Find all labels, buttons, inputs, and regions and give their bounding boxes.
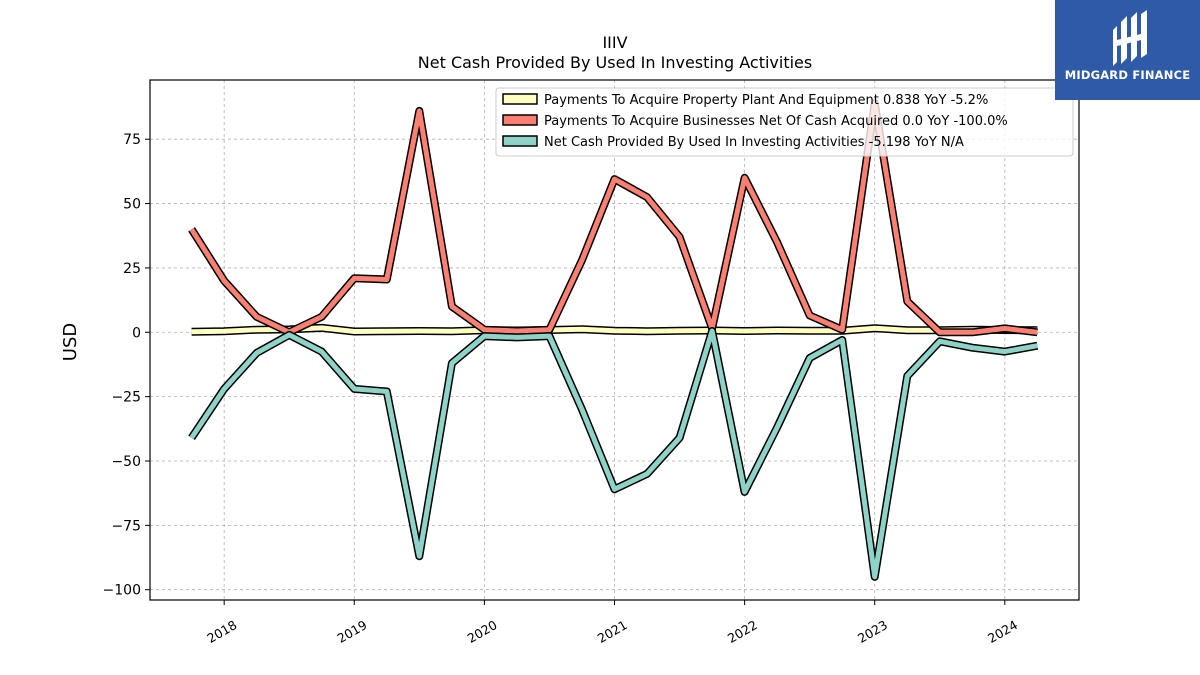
legend: Payments To Acquire Property Plant And E… bbox=[495, 87, 1074, 157]
legend-swatch-1 bbox=[502, 114, 538, 126]
y-tick-label: 0 bbox=[132, 325, 141, 341]
legend-label-0: Payments To Acquire Property Plant And E… bbox=[544, 93, 988, 108]
y-tick-label: −75 bbox=[111, 518, 141, 534]
brand-logo: MIDGARD FINANCE bbox=[1055, 0, 1200, 100]
legend-label-1: Payments To Acquire Businesses Net Of Ca… bbox=[544, 114, 1008, 129]
y-axis-label: USD bbox=[60, 323, 81, 361]
chart-title: IIIV bbox=[602, 33, 627, 52]
x-tick-label: 2022 bbox=[725, 617, 760, 646]
legend-label-2: Net Cash Provided By Used In Investing A… bbox=[544, 135, 964, 150]
series-line-2 bbox=[189, 328, 1038, 580]
x-tick-label: 2018 bbox=[204, 617, 239, 646]
y-tick-label: 50 bbox=[123, 197, 141, 213]
legend-swatch-0 bbox=[502, 93, 538, 105]
x-tick-label: 2019 bbox=[335, 617, 370, 646]
series-lines bbox=[188, 99, 1039, 581]
brand-name: MIDGARD FINANCE bbox=[1064, 68, 1191, 82]
series-line-0 bbox=[191, 325, 1038, 335]
y-tick-label: −50 bbox=[111, 454, 141, 470]
x-tick-label: 2021 bbox=[595, 617, 630, 646]
y-tick-label: 75 bbox=[123, 132, 141, 148]
y-tick-label: −100 bbox=[103, 583, 141, 599]
x-tick-label: 2023 bbox=[855, 617, 890, 646]
legend-frame bbox=[495, 87, 1074, 157]
series-line-1 bbox=[189, 100, 1038, 335]
x-tick-label: 2020 bbox=[465, 617, 500, 646]
axis-ticks: −100 −75 −50 −25 0 25 50 75 2018 2019 2020 2021 2022… bbox=[103, 132, 1021, 646]
y-tick-label: −25 bbox=[111, 390, 141, 406]
legend-swatch-2 bbox=[502, 135, 538, 147]
midgard-logo-icon bbox=[1113, 10, 1147, 66]
y-tick-label: 25 bbox=[123, 261, 141, 277]
chart-subtitle: Net Cash Provided By Used In Investing A… bbox=[418, 53, 812, 72]
x-tick-label: 2024 bbox=[985, 617, 1020, 646]
